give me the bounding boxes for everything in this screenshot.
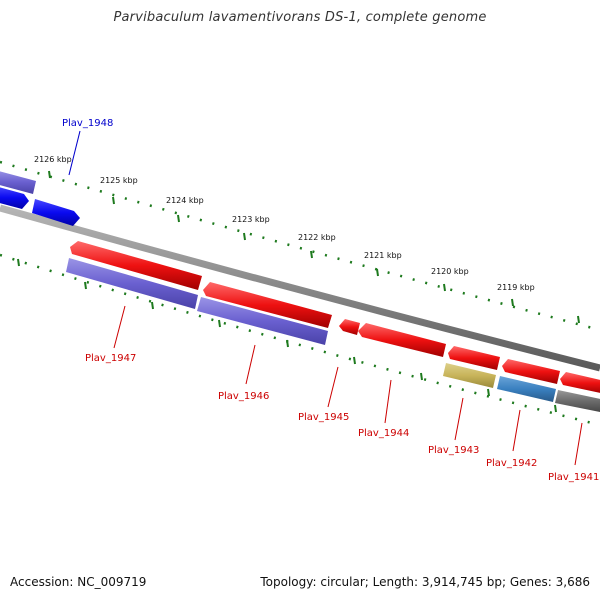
gene-feature-plav-1946-red[interactable] [203,282,332,328]
accession-text: Accession: NC_009719 [10,575,147,589]
kbp-label: 2119 kbp [497,283,535,292]
gene-feature-plav-1942-red[interactable] [502,359,560,384]
kbp-label: 2126 kbp [34,155,72,164]
gene-feature-plav-1947[interactable] [66,258,198,309]
gene-feature-plav-1948[interactable] [32,199,80,226]
gene-feature-plav-1944[interactable] [358,323,446,357]
gene-label-plav-1941: Plav_1941 [548,472,599,483]
genome-title: Parvibaculum lavamentivorans DS-1, compl… [113,10,487,25]
kbp-label: 2122 kbp [298,233,336,242]
gene-label-plav-1943: Plav_1943 [428,445,479,456]
kbp-label: 2121 kbp [364,251,402,260]
gene-feature-plav-1941-red[interactable] [560,372,600,394]
gene-feature-plav-1943[interactable] [443,363,496,388]
major-ticks-inner [17,258,557,413]
gene-label-plav-1947: Plav_1947 [85,353,136,364]
gene-feature-plav-1945[interactable] [339,319,360,335]
gene-feature[interactable] [0,170,36,194]
genome-backbone [0,204,600,372]
kbp-label: 2120 kbp [431,267,469,276]
kbp-label: 2125 kbp [100,176,138,185]
gene-feature-plav-1943-red[interactable] [448,346,500,370]
gene-feature-plav-1942[interactable] [497,376,556,402]
outer-tick-ring [0,160,600,332]
kbp-label: 2123 kbp [232,215,270,224]
gene-feature-plav-1941[interactable] [555,390,600,413]
inner-tick-ring [0,253,600,427]
genome-summary-text: Topology: circular; Length: 3,914,745 bp… [260,575,590,589]
gene-label-plav-1942: Plav_1942 [486,458,537,469]
gene-label-plav-1946: Plav_1946 [218,391,269,402]
kbp-label: 2124 kbp [166,196,204,205]
gene-label-plav-1945: Plav_1945 [298,412,349,423]
leader-lines [68,130,583,466]
gene-feature-plav-1947-red[interactable] [70,241,202,290]
gene-feature[interactable] [0,186,29,209]
gene-label-plav-1948: Plav_1948 [62,118,113,129]
gene-feature-plav-1946[interactable] [197,297,328,345]
gene-label-plav-1944: Plav_1944 [358,428,409,439]
major-ticks-outer [48,170,580,324]
